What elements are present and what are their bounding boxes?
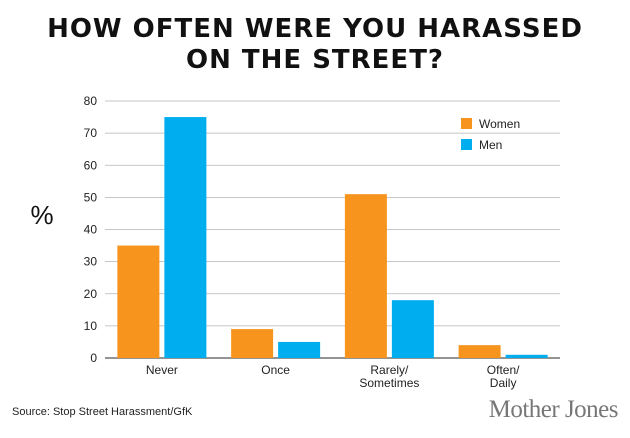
y-tick-label-20: 20 <box>84 287 98 301</box>
brand-logo: Mother Jones <box>488 396 619 423</box>
x-tick-label-2-line-1: Sometimes <box>359 376 419 390</box>
y-tick-label-70: 70 <box>84 126 98 140</box>
y-tick-label-60: 60 <box>84 158 98 172</box>
chart-title-line-1: HOW OFTEN WERE YOU HARASSED <box>47 14 583 44</box>
bar-women-3 <box>458 345 501 358</box>
y-axis-label: % <box>30 200 53 230</box>
y-tick-label-50: 50 <box>84 190 98 204</box>
x-tick-label-0-line-0: Never <box>146 363 178 377</box>
bar-men-0 <box>164 117 207 358</box>
bar-men-1 <box>278 341 321 358</box>
source-note: Source: Stop Street Harassment/GfK <box>12 406 193 418</box>
y-tick-label-40: 40 <box>84 223 98 237</box>
bar-men-3 <box>505 354 548 358</box>
chart-title: HOW OFTEN WERE YOU HARASSED ON THE STREE… <box>0 14 630 76</box>
bar-women-0 <box>117 245 160 358</box>
x-tick-label-2-line-0: Rarely/ <box>370 363 409 377</box>
bar-men-2 <box>391 300 434 358</box>
legend-label-men: Men <box>479 138 502 152</box>
legend-swatch-men <box>461 139 472 150</box>
y-tick-label-80: 80 <box>84 94 98 108</box>
legend-swatch-women <box>461 118 472 129</box>
y-tick-label-10: 10 <box>84 319 98 333</box>
bar-women-2 <box>344 194 387 358</box>
chart-title-line-2: ON THE STREET? <box>185 45 445 75</box>
x-tick-label-1-line-0: Once <box>261 363 290 377</box>
legend-label-women: Women <box>479 117 520 131</box>
x-tick-label-3-line-0: Often/ <box>487 363 520 377</box>
bar-women-1 <box>231 329 274 358</box>
y-tick-label-0: 0 <box>90 351 97 365</box>
x-tick-label-3-line-1: Daily <box>490 376 517 390</box>
y-tick-label-30: 30 <box>84 255 98 269</box>
